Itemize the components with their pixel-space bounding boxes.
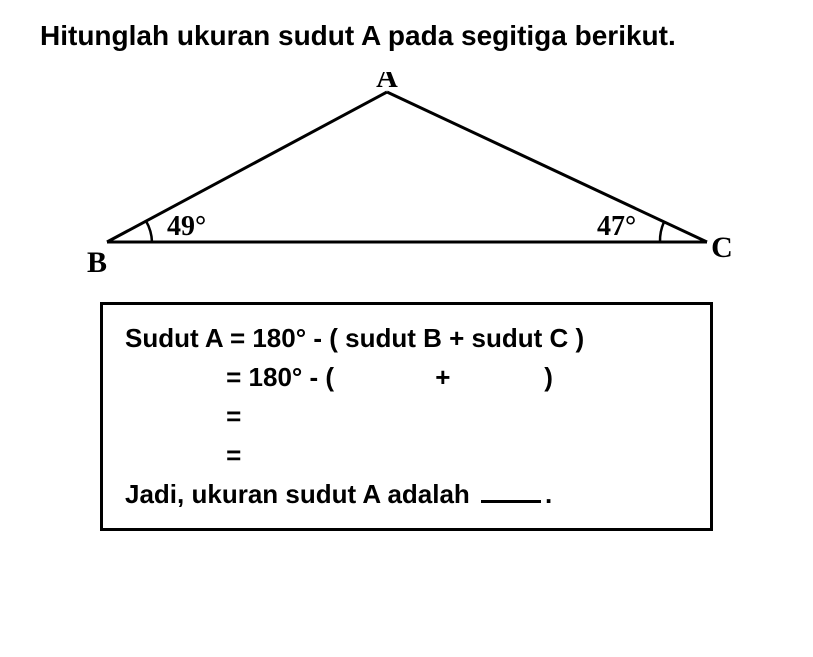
triangle-diagram: A B C 49° 47° (40, 72, 773, 282)
angle-b-arc (146, 221, 152, 242)
solution-line-3: = (125, 401, 688, 432)
angle-c-label: 47° (597, 211, 636, 242)
conclusion-suffix: . (545, 479, 552, 509)
solution-line-2: = 180° - ( + ) (125, 362, 688, 393)
vertex-b-label: B (86, 246, 106, 279)
side-ac (387, 92, 707, 242)
side-ab (107, 92, 387, 242)
conclusion-prefix: Jadi, ukuran sudut A adalah (125, 479, 477, 509)
triangle-svg: A B C 49° 47° (67, 72, 747, 282)
solution-line-4: = (125, 440, 688, 471)
vertex-a-label: A (376, 72, 398, 94)
answer-blank (481, 485, 541, 503)
angle-c-arc (659, 222, 663, 242)
conclusion-line: Jadi, ukuran sudut A adalah . (125, 479, 688, 510)
vertex-c-label: C (711, 231, 733, 264)
solution-line-1: Sudut A = 180° - ( sudut B + sudut C ) (125, 323, 688, 354)
angle-b-label: 49° (167, 211, 206, 242)
problem-title: Hitunglah ukuran sudut A pada segitiga b… (40, 20, 773, 52)
solution-box: Sudut A = 180° - ( sudut B + sudut C ) =… (100, 302, 713, 531)
